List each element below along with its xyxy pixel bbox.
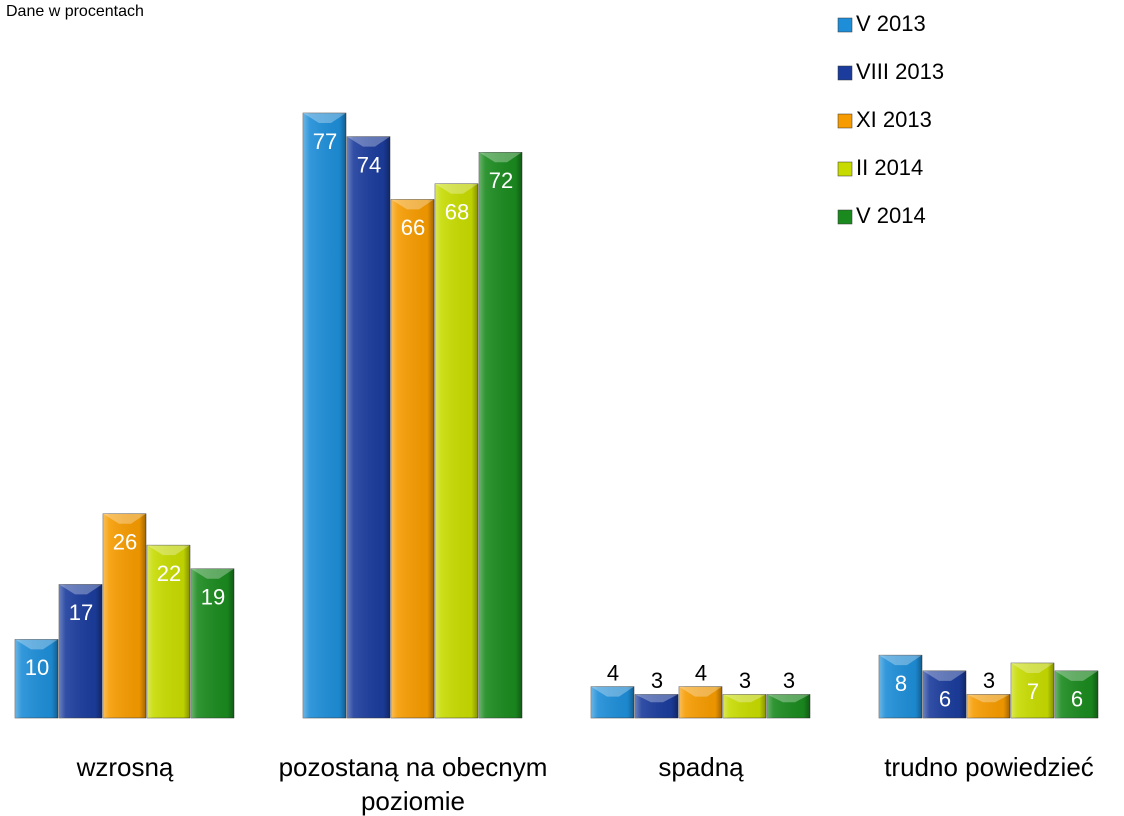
bar-bevel xyxy=(923,670,966,681)
value-label: 3 xyxy=(739,668,751,693)
value-label: 19 xyxy=(201,585,225,610)
value-label: 4 xyxy=(695,660,707,685)
value-label: 26 xyxy=(113,530,137,555)
legend-swatch xyxy=(837,65,853,81)
x-tick-label: spadną xyxy=(658,752,744,782)
value-label: 22 xyxy=(157,561,181,586)
legend-swatch xyxy=(837,113,853,129)
bar-bevel xyxy=(479,152,522,163)
value-label: 3 xyxy=(651,668,663,693)
value-label: 3 xyxy=(983,668,995,693)
bar-bevel xyxy=(147,545,190,556)
bar-bevel xyxy=(303,113,346,123)
bar-bevel xyxy=(635,694,678,703)
value-label: 77 xyxy=(313,129,337,154)
bar-shine xyxy=(59,584,102,718)
bar-shine xyxy=(1011,663,1054,718)
value-label: 68 xyxy=(445,200,469,225)
bar-bevel xyxy=(59,584,102,595)
bar-shine xyxy=(15,639,58,718)
legend-swatch xyxy=(837,161,853,177)
legend-swatch xyxy=(837,17,853,33)
legend-label: V 2013 xyxy=(856,11,926,36)
value-label: 7 xyxy=(1027,679,1039,704)
bar-bevel xyxy=(591,686,634,697)
bar-shine xyxy=(347,136,390,719)
legend-label: V 2014 xyxy=(856,203,926,228)
bar-bevel xyxy=(15,639,58,650)
bar-shine xyxy=(767,694,810,718)
value-label: 4 xyxy=(607,660,619,685)
value-label: 74 xyxy=(357,152,381,177)
bar-shine xyxy=(147,545,190,718)
bar-shine xyxy=(303,113,346,718)
bar-shine xyxy=(479,152,522,719)
value-label: 10 xyxy=(25,655,49,680)
bar-shine xyxy=(723,694,766,718)
bar-bevel xyxy=(191,568,234,579)
bar-bevel xyxy=(723,694,766,703)
x-tick-label: trudno powiedzieć xyxy=(884,752,1094,782)
bar-bevel xyxy=(879,655,922,666)
value-label: 72 xyxy=(489,168,513,193)
bar-shine xyxy=(879,655,922,718)
subtitle: Dane w procentach xyxy=(6,3,144,20)
bar-bevel xyxy=(391,199,434,210)
bar-bevel xyxy=(1055,670,1098,681)
bar-bevel xyxy=(103,513,146,524)
bar-bevel xyxy=(347,136,390,147)
bar-bevel xyxy=(679,686,722,697)
bar-shine xyxy=(967,694,1010,718)
bar-shine xyxy=(103,513,146,718)
bar-bevel xyxy=(767,694,810,703)
bar-bevel xyxy=(435,183,478,194)
bar-shine xyxy=(923,670,966,718)
bar-shine xyxy=(591,686,634,718)
bar-shine xyxy=(635,694,678,718)
bar-bevel xyxy=(1011,663,1054,673)
value-label: 66 xyxy=(401,215,425,240)
x-tick-label: pozostaną na obecnym poziomie xyxy=(278,752,548,816)
value-label: 17 xyxy=(69,600,93,625)
legend-label: II 2014 xyxy=(856,155,923,180)
bar-shine xyxy=(435,183,478,718)
value-label: 6 xyxy=(1071,687,1083,712)
value-label: 8 xyxy=(895,671,907,696)
bar-shine xyxy=(191,568,234,718)
legend-swatch xyxy=(837,209,853,225)
legend-label: VIII 2013 xyxy=(856,59,944,84)
bar-bevel xyxy=(967,694,1010,703)
x-tick-label: wzrosną xyxy=(76,752,174,782)
bar-shine xyxy=(391,199,434,718)
value-label: 3 xyxy=(783,668,795,693)
legend-label: XI 2013 xyxy=(856,107,932,132)
bar-shine xyxy=(679,686,722,718)
value-label: 6 xyxy=(939,687,951,712)
bar-shine xyxy=(1055,670,1098,718)
